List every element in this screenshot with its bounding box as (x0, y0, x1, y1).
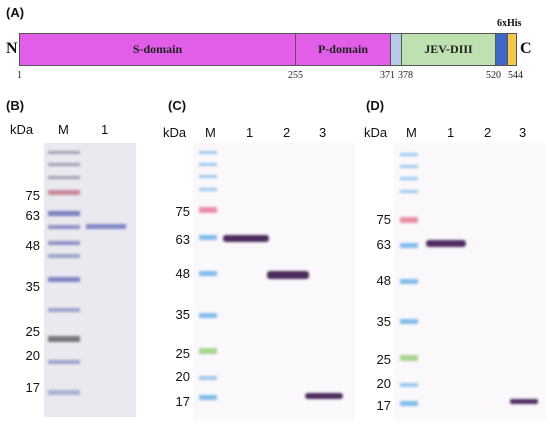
marker-label: 75 (175, 204, 190, 219)
lane-label-3: 3 (319, 125, 327, 140)
marker-label: 75 (376, 212, 391, 227)
marker-label: 25 (25, 324, 40, 339)
lane-label-1: 1 (246, 125, 254, 140)
panel-d-label: (D) (366, 98, 385, 113)
marker-label: 20 (376, 376, 391, 391)
panel-c-label: (C) (168, 98, 187, 113)
marker-label: 20 (175, 369, 190, 384)
his-tag-segment (507, 33, 517, 66)
marker-label: 35 (376, 314, 391, 329)
position-label: 378 (398, 70, 413, 81)
marker-label: 25 (376, 352, 391, 367)
kda-header: kDa (364, 125, 388, 140)
position-label: 255 (288, 70, 303, 81)
c-terminus-label: C (520, 40, 532, 57)
lane-label-m: M (205, 125, 216, 140)
lane-label-m: M (58, 122, 69, 137)
position-label: 544 (508, 70, 523, 81)
marker-label: 48 (25, 238, 40, 253)
position-label: 371 (380, 70, 395, 81)
marker-label: 63 (175, 232, 190, 247)
marker-label: 35 (175, 307, 190, 322)
marker-label: 17 (25, 380, 40, 395)
coomassie-gel (44, 143, 136, 417)
position-label: 1 (17, 70, 22, 81)
jev-diii-segment: JEV-DIII (401, 33, 496, 66)
lane-label-m: M (406, 125, 417, 140)
western-blot-c (193, 143, 355, 421)
panel-a-label: (A) (6, 5, 25, 20)
lane-label-3: 3 (519, 125, 527, 140)
lane-label-1: 1 (101, 122, 109, 137)
s-domain-segment: S-domain (19, 33, 296, 66)
n-terminus-label: N (6, 40, 18, 57)
marker-label: 63 (25, 208, 40, 223)
lane-label-2: 2 (283, 125, 291, 140)
lane-label-2: 2 (484, 125, 492, 140)
marker-label: 17 (376, 398, 391, 413)
his-tag-label: 6xHis (497, 18, 522, 29)
marker-label: 20 (25, 348, 40, 363)
kda-header: kDa (163, 125, 187, 140)
lane-label-1: 1 (447, 125, 455, 140)
western-blot-d (394, 143, 546, 421)
marker-label: 48 (376, 273, 391, 288)
p-domain-segment: P-domain (295, 33, 391, 66)
marker-label: 35 (25, 279, 40, 294)
marker-label: 63 (376, 237, 391, 252)
kda-header: kDa (10, 122, 34, 137)
marker-label: 48 (175, 266, 190, 281)
marker-label: 75 (25, 188, 40, 203)
marker-label: 17 (175, 394, 190, 409)
marker-label: 25 (175, 346, 190, 361)
position-label: 520 (486, 70, 501, 81)
panel-b-label: (B) (6, 98, 25, 113)
